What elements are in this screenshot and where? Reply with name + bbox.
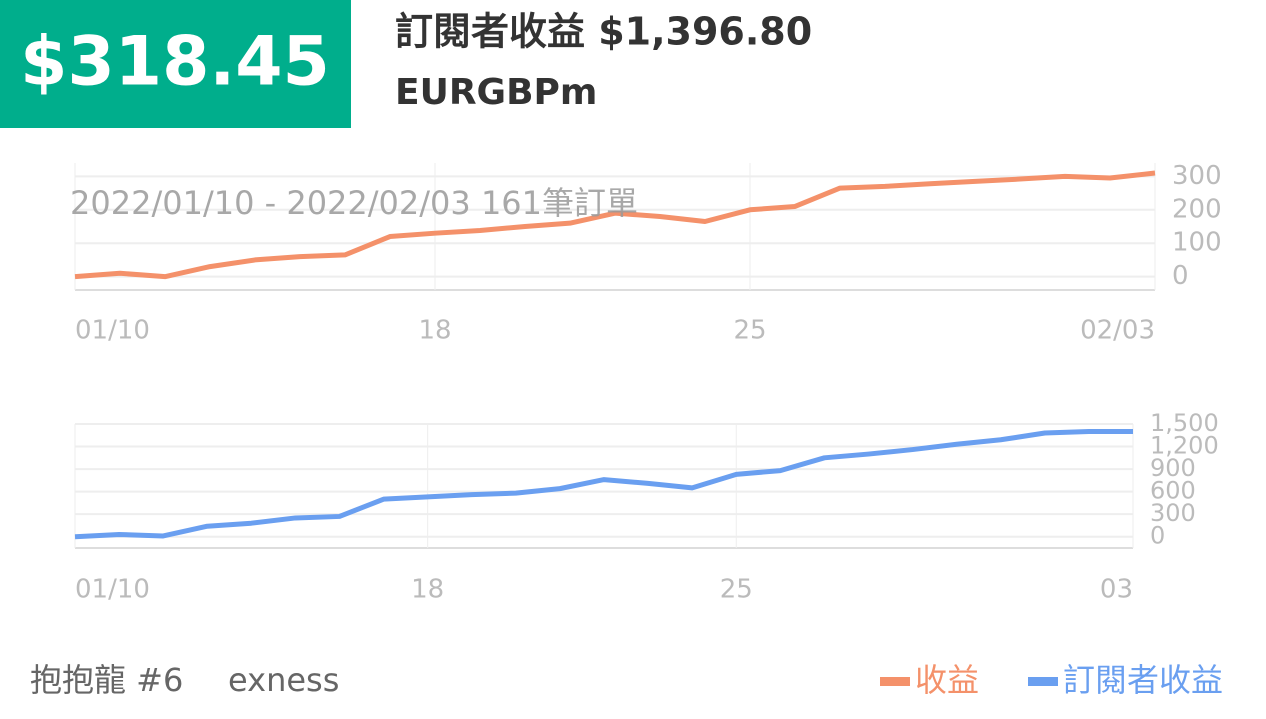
y-tick-label: 1,500 (1150, 409, 1219, 437)
x-tick-label: 25 (733, 316, 766, 346)
y-tick-label: 300 (1172, 161, 1222, 191)
y-tick-label: 900 (1150, 454, 1196, 482)
legend-swatch (1028, 677, 1058, 686)
account-name: 抱抱龍 #6 (30, 661, 183, 699)
y-tick-label: 0 (1150, 522, 1165, 550)
title: 訂閱者收益 $1,396.80 (395, 10, 812, 54)
x-tick-label: 18 (411, 575, 444, 605)
legend-label: 收益 (915, 661, 979, 699)
symbol: EURGBPm (395, 72, 597, 113)
x-tick-label: 18 (418, 316, 451, 346)
series-line (74, 170, 1156, 280)
subtitle: 2022/01/10 - 2022/02/03 161筆訂單 (70, 184, 638, 222)
x-tick-label: 01/10 (75, 575, 150, 605)
broker: exness (228, 661, 339, 699)
profit-box (0, 0, 351, 128)
profit: $318.45 (20, 23, 330, 102)
y-tick-label: 600 (1150, 477, 1196, 505)
series-line (74, 429, 1133, 540)
x-tick-label: 01/10 (75, 316, 150, 346)
y-tick-label: 100 (1172, 228, 1222, 258)
x-tick-label: 02/03 (1080, 316, 1155, 346)
y-tick-label: 1,200 (1150, 432, 1219, 460)
legend-swatch (880, 677, 910, 686)
x-tick-label: 03 (1100, 575, 1133, 605)
y-tick-label: 0 (1172, 261, 1189, 291)
y-tick-label: 300 (1150, 499, 1196, 527)
x-tick-label: 25 (720, 575, 753, 605)
y-tick-label: 200 (1172, 194, 1222, 224)
legend-label: 訂閱者收益 (1063, 661, 1223, 699)
